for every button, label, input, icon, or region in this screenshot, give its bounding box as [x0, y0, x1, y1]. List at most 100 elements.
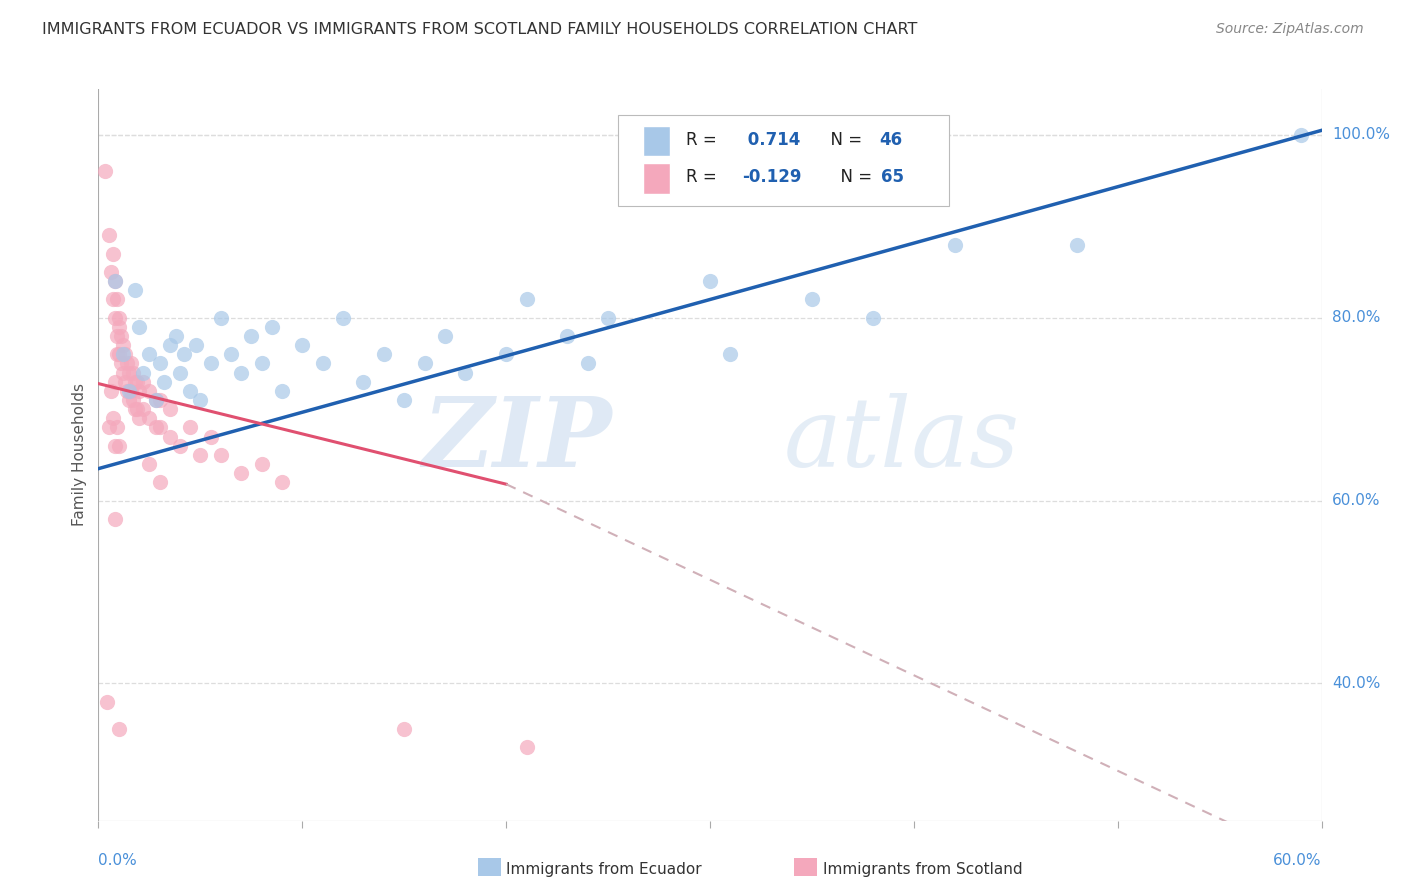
Point: [169, 439, 191, 453]
Point: [114, 375, 136, 389]
Point: [122, 366, 145, 380]
Point: [97, 228, 120, 243]
Bar: [643, 126, 669, 156]
Text: 46: 46: [879, 131, 903, 149]
Text: IMMIGRANTS FROM ECUADOR VS IMMIGRANTS FROM SCOTLAND FAMILY HOUSEHOLDS CORRELATIO: IMMIGRANTS FROM ECUADOR VS IMMIGRANTS FR…: [42, 22, 918, 37]
Point: [200, 429, 222, 443]
Point: [454, 366, 477, 380]
Point: [120, 356, 142, 371]
Bar: [643, 163, 669, 194]
Text: 65: 65: [882, 168, 904, 186]
Point: [120, 384, 142, 398]
Point: [179, 384, 201, 398]
Y-axis label: Family Households: Family Households: [72, 384, 87, 526]
Point: [132, 402, 155, 417]
Point: [127, 402, 149, 417]
Point: [413, 356, 436, 371]
Point: [115, 356, 138, 371]
Text: 40.0%: 40.0%: [1331, 676, 1381, 691]
Point: [801, 293, 824, 307]
Point: [1066, 237, 1088, 252]
Point: [105, 347, 128, 361]
Point: [100, 265, 122, 279]
Point: [124, 402, 146, 417]
Point: [250, 356, 273, 371]
Point: [132, 366, 155, 380]
Point: [100, 384, 122, 398]
Point: [576, 356, 599, 371]
Point: [699, 274, 721, 288]
Text: 100.0%: 100.0%: [1331, 128, 1391, 143]
Point: [373, 347, 395, 361]
Point: [392, 723, 416, 737]
Point: [111, 338, 134, 352]
Text: -0.129: -0.129: [742, 168, 801, 186]
Text: R =: R =: [686, 131, 721, 149]
Text: 0.714: 0.714: [742, 131, 800, 149]
Point: [332, 310, 354, 325]
Point: [173, 347, 195, 361]
Point: [555, 329, 579, 343]
Point: [352, 375, 374, 389]
Point: [108, 723, 131, 737]
Text: N =: N =: [830, 168, 877, 186]
Text: Immigrants from Scotland: Immigrants from Scotland: [823, 863, 1022, 877]
Point: [128, 319, 150, 334]
Point: [862, 310, 884, 325]
Point: [240, 329, 263, 343]
Point: [270, 384, 294, 398]
Point: [124, 375, 146, 389]
Point: [138, 411, 160, 425]
Point: [149, 393, 172, 408]
Point: [111, 347, 134, 361]
FancyBboxPatch shape: [619, 115, 949, 206]
Point: [943, 237, 966, 252]
Point: [105, 329, 128, 343]
Point: [114, 347, 136, 361]
Point: [231, 366, 253, 380]
Point: [516, 293, 538, 307]
Point: [149, 475, 172, 490]
Point: [108, 310, 131, 325]
Point: [200, 356, 222, 371]
Point: [188, 448, 212, 462]
Point: [159, 338, 181, 352]
Point: [101, 411, 124, 425]
Point: [495, 347, 517, 361]
Point: [186, 338, 208, 352]
Point: [128, 384, 150, 398]
Point: [149, 420, 172, 434]
Text: ZIP: ZIP: [423, 393, 612, 487]
Point: [128, 411, 150, 425]
Point: [104, 439, 127, 453]
Text: R =: R =: [686, 168, 721, 186]
Point: [105, 420, 128, 434]
Point: [118, 384, 141, 398]
Point: [250, 457, 273, 471]
Point: [188, 393, 212, 408]
Point: [434, 329, 457, 343]
Point: [108, 319, 131, 334]
Text: Source: ZipAtlas.com: Source: ZipAtlas.com: [1216, 22, 1364, 37]
Point: [270, 475, 294, 490]
Point: [104, 274, 127, 288]
Point: [104, 274, 127, 288]
Point: [101, 293, 124, 307]
Point: [96, 695, 118, 709]
Point: [291, 338, 314, 352]
Point: [104, 310, 127, 325]
Point: [110, 329, 132, 343]
Point: [165, 329, 187, 343]
Point: [108, 347, 131, 361]
Point: [138, 384, 160, 398]
Point: [392, 393, 416, 408]
Point: [104, 512, 127, 526]
Point: [169, 366, 191, 380]
Point: [97, 420, 120, 434]
Point: [105, 293, 128, 307]
Point: [124, 284, 146, 298]
Point: [93, 164, 115, 178]
Point: [122, 393, 145, 408]
Point: [718, 347, 742, 361]
Point: [159, 429, 181, 443]
